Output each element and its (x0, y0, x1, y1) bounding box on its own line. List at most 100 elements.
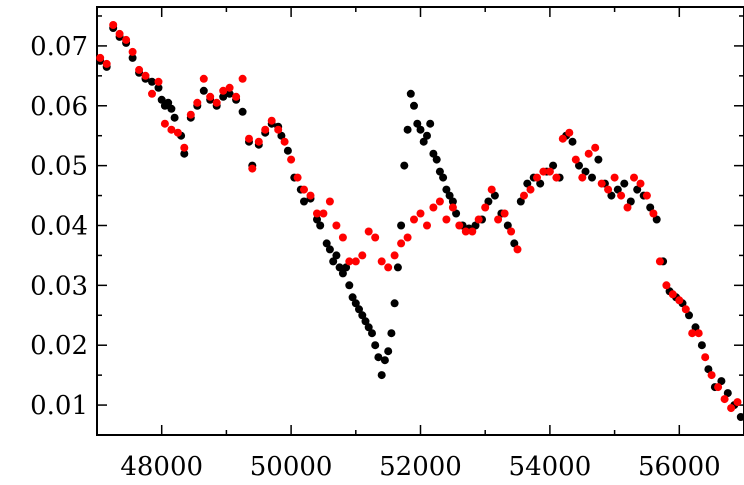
black-series-point (355, 305, 363, 314)
red-series-point (293, 173, 302, 182)
red-series-point (733, 398, 742, 407)
black-series-point (364, 323, 373, 332)
black-series-point (549, 161, 558, 170)
y-tick-label: 0.04 (30, 211, 88, 241)
black-series-point (377, 371, 386, 380)
black-series-point (510, 239, 519, 248)
black-series-point (704, 365, 713, 374)
red-series-point (526, 185, 535, 194)
black-series-point (685, 311, 693, 320)
black-series-point (332, 251, 341, 260)
red-series-point (371, 233, 380, 242)
black-series-point (652, 215, 661, 224)
red-series-point (122, 35, 131, 44)
black-series-point (390, 299, 399, 308)
red-series-point (115, 29, 124, 38)
red-series-point (193, 98, 202, 107)
red-series-point (225, 83, 234, 92)
red-series-point (455, 221, 464, 230)
black-series-point (723, 389, 732, 398)
black-series-point (167, 104, 176, 113)
red-series-point (520, 191, 528, 200)
black-series-point (490, 191, 499, 200)
black-series-point (164, 98, 173, 107)
red-series-point (591, 143, 600, 152)
black-series-point (397, 221, 406, 230)
black-series-point (403, 125, 412, 134)
red-series-point (552, 173, 561, 182)
red-series-point (248, 164, 257, 173)
black-series-point (439, 173, 448, 182)
y-tick-label: 0.03 (30, 271, 88, 301)
red-series-point (267, 116, 276, 125)
y-tick-label: 0.01 (30, 391, 88, 421)
red-series-point (219, 86, 228, 95)
red-series-point (435, 197, 444, 206)
red-series-point (160, 119, 169, 128)
red-series-point (358, 251, 367, 260)
black-series-point (313, 215, 321, 224)
black-series-point (626, 197, 635, 206)
black-series-point (380, 356, 389, 365)
black-series-point (368, 329, 376, 338)
black-series-point (516, 197, 525, 206)
black-series-point (536, 179, 545, 188)
red-series-point (604, 185, 613, 194)
black-series-point (128, 53, 137, 62)
red-series-point (487, 185, 496, 194)
black-series-point (448, 197, 457, 206)
red-series-point (96, 53, 105, 62)
y-tick-label: 0.07 (30, 32, 88, 62)
red-series-point (610, 173, 619, 182)
red-series-point (597, 179, 606, 188)
red-series-point (148, 89, 156, 98)
red-series-point (636, 179, 645, 188)
red-series-point (507, 227, 516, 236)
red-series-point (232, 92, 241, 101)
black-series-point (238, 107, 247, 116)
red-series-point (545, 167, 554, 176)
axis-ticks (96, 7, 744, 436)
red-series-point (448, 203, 457, 212)
black-series-point (419, 137, 428, 146)
red-series-point (135, 65, 144, 74)
black-series-point (697, 341, 706, 350)
black-series-point (413, 119, 422, 128)
red-series-point (351, 257, 360, 266)
black-series-point (199, 86, 208, 95)
red-series-point (727, 404, 736, 413)
black-series-point (277, 131, 286, 140)
black-series-point (503, 221, 512, 230)
red-series-point (623, 203, 632, 212)
red-series-point (494, 215, 503, 224)
black-series-point (316, 221, 325, 230)
red-series-point (442, 215, 451, 224)
plot-area (96, 6, 744, 436)
red-series-point (675, 296, 684, 305)
black-series-point (371, 341, 380, 350)
red-series-point (287, 155, 296, 164)
red-series-point (668, 290, 677, 299)
black-series-point (300, 197, 308, 206)
black-series-point (406, 89, 415, 98)
black-series-point (613, 185, 622, 194)
red-series-point (539, 167, 548, 176)
red-series-point (714, 383, 723, 392)
red-series-point (319, 209, 328, 218)
red-series-point (141, 71, 150, 80)
red-series-point (109, 21, 118, 29)
red-series-point (630, 173, 638, 182)
black-series-point (435, 167, 444, 176)
red-series-point (416, 209, 425, 218)
black-series-point (322, 239, 331, 248)
red-series-point (565, 128, 574, 137)
x-tick-label: 52000 (379, 452, 462, 482)
red-series-point (180, 143, 189, 152)
black-series-point (219, 92, 228, 101)
black-series-point (225, 89, 234, 98)
x-tick-label: 50000 (250, 452, 333, 482)
red-series-point (261, 125, 270, 134)
black-series-point (374, 353, 383, 362)
black-series-point (384, 347, 393, 356)
